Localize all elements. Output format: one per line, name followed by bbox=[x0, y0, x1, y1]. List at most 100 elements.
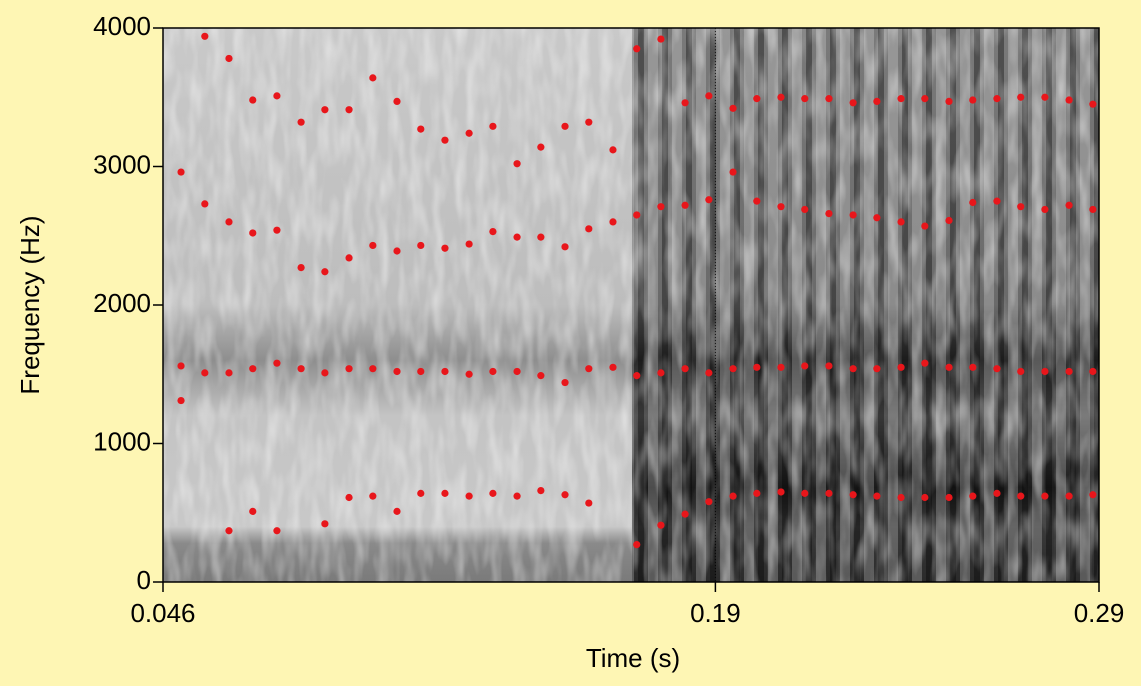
formant-point bbox=[465, 370, 473, 378]
formant-point bbox=[225, 369, 233, 377]
formant-point bbox=[1017, 93, 1025, 101]
formant-point bbox=[537, 233, 545, 241]
formant-point bbox=[273, 527, 281, 535]
formant-point bbox=[345, 365, 353, 373]
y-tick-label: 2000 bbox=[93, 288, 151, 318]
formant-point bbox=[609, 146, 617, 154]
formant-point bbox=[249, 96, 257, 104]
formant-point bbox=[561, 243, 569, 251]
formant-point bbox=[273, 359, 281, 367]
formant-point bbox=[321, 268, 329, 276]
formant-point bbox=[345, 106, 353, 114]
formant-point bbox=[1065, 96, 1073, 104]
formant-point bbox=[249, 365, 257, 373]
formant-point bbox=[681, 365, 689, 373]
formant-point bbox=[705, 369, 713, 377]
formant-point bbox=[177, 396, 185, 405]
formant-point bbox=[369, 241, 377, 250]
formant-point bbox=[489, 489, 497, 497]
formant-point bbox=[225, 218, 233, 226]
formant-point bbox=[297, 365, 305, 373]
formant-point bbox=[849, 99, 857, 107]
formant-point bbox=[825, 362, 833, 370]
formant-point bbox=[681, 201, 689, 209]
formant-point bbox=[993, 489, 1001, 497]
y-tick-label: 4000 bbox=[93, 11, 151, 41]
formant-point bbox=[417, 241, 425, 250]
formant-point bbox=[1041, 205, 1049, 214]
formant-point bbox=[177, 362, 185, 370]
formant-point bbox=[993, 95, 1001, 103]
formant-point bbox=[657, 521, 665, 529]
x-tick-label: 0.29 bbox=[1074, 598, 1125, 628]
formant-point bbox=[921, 359, 929, 367]
formant-point bbox=[561, 491, 569, 499]
formant-point bbox=[897, 363, 905, 371]
formant-point bbox=[441, 367, 449, 376]
formant-point bbox=[753, 95, 761, 103]
formant-point bbox=[393, 367, 401, 376]
formant-point bbox=[393, 507, 401, 515]
formant-point bbox=[297, 118, 305, 126]
formant-point bbox=[993, 197, 1001, 205]
formant-point bbox=[369, 365, 377, 373]
formant-point bbox=[441, 244, 449, 252]
formant-point bbox=[489, 227, 497, 236]
formant-point bbox=[369, 492, 377, 500]
y-axis-title: Frequency (Hz) bbox=[15, 215, 45, 394]
formant-point bbox=[1065, 201, 1073, 209]
formant-point bbox=[729, 365, 737, 373]
formant-point bbox=[201, 32, 209, 40]
formant-point bbox=[657, 35, 665, 43]
formant-point bbox=[585, 225, 593, 233]
formant-point bbox=[873, 492, 881, 500]
formant-point bbox=[465, 492, 473, 500]
formant-point bbox=[513, 492, 521, 500]
formant-point bbox=[729, 492, 737, 500]
y-tick-label: 0 bbox=[137, 565, 151, 595]
spectrogram bbox=[163, 28, 1099, 582]
formant-point bbox=[801, 205, 809, 214]
x-tick-label: 0.19 bbox=[690, 598, 741, 628]
formant-point bbox=[225, 54, 233, 63]
formant-point bbox=[225, 527, 233, 535]
formant-point bbox=[1041, 492, 1049, 500]
formant-point bbox=[417, 367, 425, 376]
formant-point bbox=[729, 104, 737, 112]
formant-point bbox=[897, 218, 905, 226]
formant-point bbox=[537, 372, 545, 380]
formant-point bbox=[465, 240, 473, 248]
formant-point bbox=[945, 97, 953, 106]
formant-point bbox=[681, 99, 689, 107]
formant-point bbox=[633, 211, 641, 219]
formant-point bbox=[321, 369, 329, 377]
formant-point bbox=[345, 254, 353, 262]
formant-point bbox=[1041, 367, 1049, 376]
formant-point bbox=[441, 136, 449, 144]
formant-point bbox=[873, 365, 881, 373]
formant-point bbox=[201, 200, 209, 208]
formant-point bbox=[945, 493, 953, 502]
formant-point bbox=[1065, 492, 1073, 500]
formant-point bbox=[585, 365, 593, 373]
formant-point bbox=[753, 197, 761, 205]
formant-point bbox=[633, 541, 641, 549]
formant-point bbox=[921, 95, 929, 103]
formant-point bbox=[801, 362, 809, 370]
formant-point bbox=[1089, 367, 1097, 376]
formant-point bbox=[801, 489, 809, 497]
formant-point bbox=[1065, 367, 1073, 376]
y-tick-label: 3000 bbox=[93, 149, 151, 179]
formant-point bbox=[393, 97, 401, 106]
formant-point bbox=[969, 363, 977, 371]
formant-point bbox=[777, 488, 785, 496]
formant-point bbox=[777, 363, 785, 371]
formant-point bbox=[705, 498, 713, 506]
formant-point bbox=[1041, 93, 1049, 101]
formant-point bbox=[849, 491, 857, 499]
formant-point bbox=[249, 229, 257, 237]
formant-point bbox=[993, 365, 1001, 373]
formant-point bbox=[369, 74, 377, 82]
formant-point bbox=[345, 493, 353, 502]
